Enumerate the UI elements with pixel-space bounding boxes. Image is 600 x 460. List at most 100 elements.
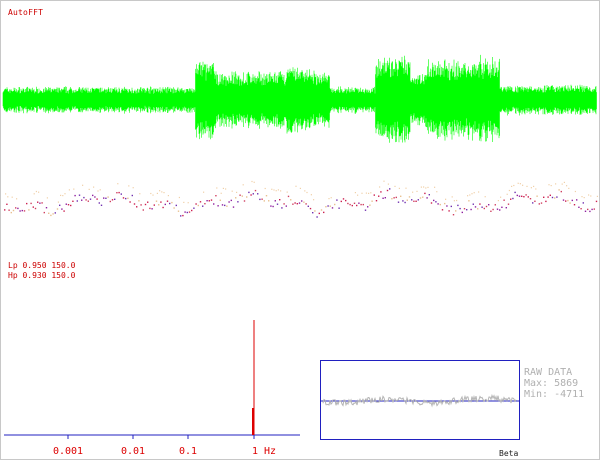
scatter-point: [236, 191, 238, 193]
scatter-point: [351, 204, 353, 207]
scatter-point: [325, 206, 327, 208]
scatter-point: [490, 210, 492, 212]
scatter-point: [125, 197, 127, 200]
scatter-point: [455, 210, 457, 212]
scatter-point: [199, 201, 202, 203]
scatter-point: [569, 202, 571, 204]
scatter-point: [285, 205, 287, 207]
scatter-point: [405, 187, 407, 189]
scatter-point: [426, 197, 428, 199]
scatter-point: [448, 210, 450, 212]
scatter-point: [70, 204, 72, 207]
scatter-point: [356, 204, 358, 207]
scatter-point: [461, 211, 463, 214]
highpass-filter-readout: Hp 0.930 150.0: [8, 271, 76, 280]
scatter-point: [342, 198, 345, 200]
scatter-point: [573, 204, 576, 206]
scatter-point: [287, 195, 290, 198]
scatter-point: [526, 185, 528, 187]
scatter-point: [555, 183, 557, 185]
scatter-point: [412, 191, 414, 193]
scatter-point: [588, 194, 590, 196]
scatter-point: [12, 209, 15, 212]
scatter-point: [277, 189, 279, 191]
scatter-point: [567, 199, 569, 202]
scatter-point: [424, 192, 426, 195]
scatter-point: [525, 194, 527, 196]
scatter-point: [155, 200, 158, 202]
spectrum-tick-label: 0.1: [179, 446, 197, 457]
raw-data-legend: RAW DATA Max: 5869 Min: -4711: [524, 367, 584, 400]
scatter-point: [379, 186, 381, 188]
scatter-point: [507, 203, 510, 205]
scatter-point: [309, 207, 312, 210]
scatter-point: [467, 195, 469, 197]
scatter-point: [8, 209, 10, 211]
scatter-point: [263, 200, 265, 202]
scatter-point: [215, 195, 217, 197]
phase-scatter-plot: [4, 180, 598, 218]
scatter-point: [445, 198, 447, 200]
beta-label: Beta: [499, 449, 519, 458]
scatter-point: [187, 202, 189, 204]
scatter-point: [142, 209, 144, 211]
scatter-point: [402, 200, 404, 202]
scatter-point: [65, 203, 67, 205]
scatter-point: [328, 198, 330, 200]
scatter-point: [329, 205, 331, 207]
scatter-point: [568, 187, 570, 189]
scatter-point: [580, 208, 582, 210]
scatter-point: [103, 197, 105, 199]
scatter-point: [474, 206, 477, 208]
scatter-point: [554, 197, 556, 199]
scatter-point: [162, 206, 164, 209]
scatter-point: [72, 200, 74, 202]
scatter-point: [139, 193, 141, 195]
scatter-point: [558, 189, 560, 191]
scatter-point: [118, 191, 120, 194]
scatter-point: [127, 197, 129, 199]
scatter-point: [279, 199, 281, 201]
scatter-point: [538, 203, 540, 205]
scatter-point: [220, 192, 222, 194]
scatter-point: [85, 199, 87, 201]
scatter-point: [281, 207, 283, 209]
scatter-point: [589, 210, 591, 213]
scatter-point: [527, 196, 529, 198]
scatter-point: [543, 196, 545, 198]
scatter-point: [122, 197, 125, 199]
scatter-point: [353, 202, 356, 204]
scatter-point: [517, 182, 519, 184]
scatter-point: [470, 208, 472, 211]
scatter-point: [417, 199, 419, 201]
scatter-point: [206, 200, 208, 202]
scatter-point: [280, 190, 282, 192]
scatter-point: [275, 190, 277, 192]
scatter-point: [259, 198, 261, 201]
scatter-point: [268, 200, 270, 202]
scatter-point: [254, 189, 257, 192]
scatter-point: [188, 211, 191, 213]
scatter-point: [565, 200, 567, 202]
scatter-point: [133, 203, 136, 205]
scatter-point: [301, 200, 303, 202]
scatter-point: [406, 199, 408, 201]
scatter-point: [364, 209, 367, 211]
scatter-point: [5, 193, 7, 195]
scatter-point: [336, 199, 338, 201]
scatter-point: [149, 207, 151, 210]
scatter-point: [221, 204, 224, 206]
scatter-point: [10, 211, 12, 214]
scatter-point: [232, 206, 235, 208]
scatter-point: [239, 194, 241, 196]
scatter-point: [535, 188, 537, 190]
spectrum-tick-label: 0.01: [121, 446, 145, 457]
scatter-point: [314, 210, 316, 212]
scatter-point: [6, 203, 8, 205]
scatter-point: [15, 207, 17, 209]
scatter-point: [479, 203, 481, 205]
scatter-point: [506, 193, 508, 195]
scatter-point: [518, 195, 521, 197]
scatter-point: [512, 197, 514, 200]
scatter-point: [384, 197, 386, 199]
